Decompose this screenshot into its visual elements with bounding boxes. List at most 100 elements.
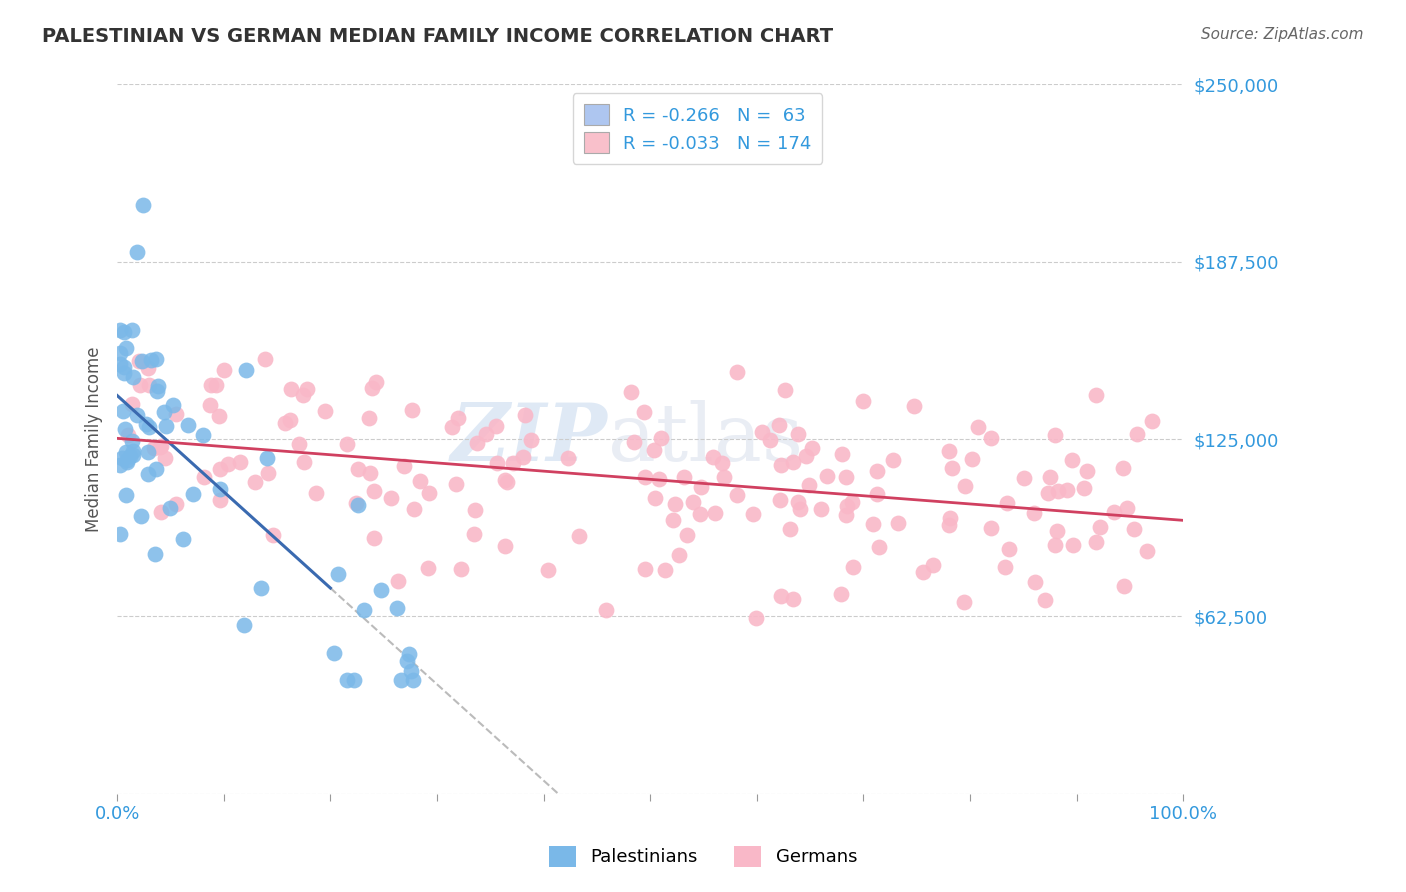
Point	[960, 452, 983, 467]
Point	[205, 378, 228, 392]
Point	[112, 360, 135, 375]
Legend: Palestinians, Germans: Palestinians, Germans	[541, 838, 865, 874]
Point	[662, 513, 685, 527]
Text: Source: ZipAtlas.com: Source: ZipAtlas.com	[1201, 27, 1364, 42]
Point	[145, 462, 167, 476]
Point	[250, 581, 273, 595]
Point	[380, 491, 402, 506]
Point	[810, 501, 832, 516]
Point	[146, 379, 169, 393]
Point	[131, 354, 153, 368]
Point	[953, 478, 976, 492]
Point	[152, 404, 174, 418]
Point	[643, 442, 665, 457]
Point	[121, 323, 143, 337]
Point	[295, 382, 318, 396]
Point	[794, 449, 817, 463]
Point	[404, 501, 426, 516]
Point	[835, 508, 858, 523]
Point	[801, 442, 824, 456]
Point	[998, 542, 1021, 557]
Point	[416, 561, 439, 575]
Point	[938, 443, 960, 458]
Point	[1062, 538, 1084, 552]
Point	[741, 507, 763, 521]
Point	[136, 361, 159, 376]
Point	[110, 527, 132, 541]
Point	[112, 325, 135, 339]
Point	[831, 447, 853, 461]
Point	[887, 516, 910, 531]
Point	[159, 501, 181, 516]
Point	[869, 540, 891, 554]
Point	[485, 419, 508, 434]
Point	[704, 506, 727, 520]
Point	[117, 454, 139, 468]
Point	[150, 439, 173, 453]
Point	[183, 487, 205, 501]
Point	[363, 483, 385, 498]
Point	[852, 393, 875, 408]
Point	[702, 450, 724, 464]
Point	[128, 378, 150, 392]
Point	[200, 378, 222, 392]
Point	[1036, 486, 1059, 500]
Point	[385, 601, 408, 615]
Point	[938, 510, 960, 524]
Point	[1122, 522, 1144, 536]
Point	[882, 453, 904, 467]
Point	[922, 558, 945, 572]
Point	[595, 603, 617, 617]
Point	[138, 377, 160, 392]
Point	[1043, 427, 1066, 442]
Point	[128, 354, 150, 368]
Point	[464, 503, 486, 517]
Point	[866, 464, 889, 478]
Point	[682, 495, 704, 509]
Text: atlas: atlas	[607, 400, 803, 478]
Point	[1102, 505, 1125, 519]
Point	[363, 531, 385, 545]
Point	[980, 431, 1002, 445]
Point	[243, 475, 266, 490]
Point	[557, 450, 579, 465]
Point	[143, 441, 166, 455]
Point	[1136, 544, 1159, 558]
Point	[118, 450, 141, 464]
Point	[342, 673, 364, 688]
Point	[138, 420, 160, 434]
Point	[280, 382, 302, 396]
Point	[1085, 535, 1108, 549]
Point	[110, 458, 132, 472]
Point	[841, 495, 863, 509]
Point	[392, 458, 415, 473]
Point	[690, 480, 713, 494]
Point	[941, 460, 963, 475]
Point	[768, 417, 790, 432]
Point	[136, 445, 159, 459]
Point	[496, 475, 519, 490]
Legend: R = -0.266   N =  63, R = -0.033   N = 174: R = -0.266 N = 63, R = -0.033 N = 174	[572, 94, 823, 164]
Point	[146, 384, 169, 398]
Point	[787, 495, 810, 509]
Point	[773, 383, 796, 397]
Point	[512, 450, 534, 464]
Point	[623, 434, 645, 449]
Point	[634, 562, 657, 576]
Point	[953, 594, 976, 608]
Point	[360, 381, 382, 395]
Point	[903, 399, 925, 413]
Point	[145, 547, 167, 561]
Point	[789, 502, 811, 516]
Point	[212, 362, 235, 376]
Point	[447, 411, 470, 425]
Point	[911, 565, 934, 579]
Point	[668, 548, 690, 562]
Point	[347, 461, 370, 475]
Point	[208, 482, 231, 496]
Point	[165, 497, 187, 511]
Point	[841, 560, 863, 574]
Point	[153, 451, 176, 466]
Point	[115, 453, 138, 467]
Point	[751, 425, 773, 439]
